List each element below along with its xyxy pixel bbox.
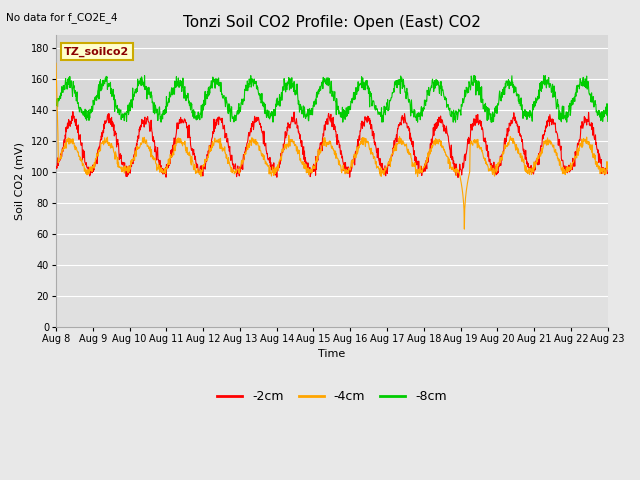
X-axis label: Time: Time — [318, 349, 346, 359]
Text: TZ_soilco2: TZ_soilco2 — [64, 46, 129, 57]
Title: Tonzi Soil CO2 Profile: Open (East) CO2: Tonzi Soil CO2 Profile: Open (East) CO2 — [183, 15, 481, 30]
Text: No data for f_CO2E_4: No data for f_CO2E_4 — [6, 12, 118, 23]
Y-axis label: Soil CO2 (mV): Soil CO2 (mV) — [15, 142, 25, 220]
Legend: -2cm, -4cm, -8cm: -2cm, -4cm, -8cm — [212, 385, 452, 408]
Bar — [56, 36, 608, 172]
